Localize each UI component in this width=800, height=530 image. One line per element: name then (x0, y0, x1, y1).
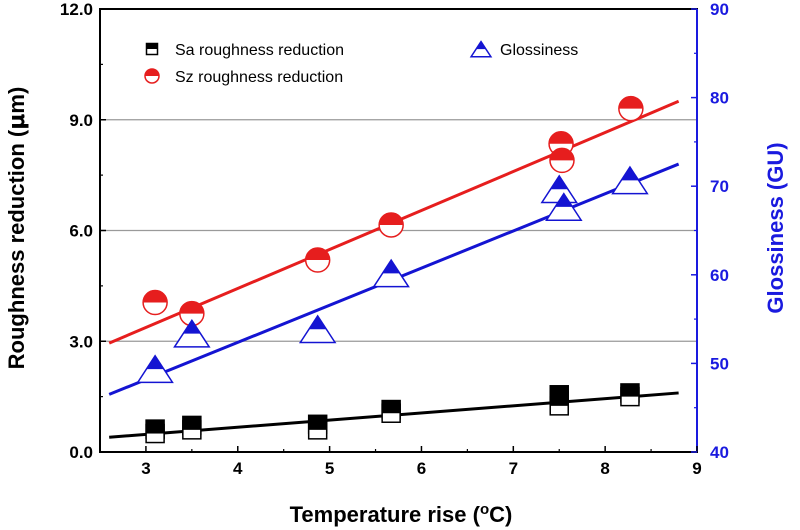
glossiness-point-fill (382, 260, 400, 274)
y2-tick-label: 50 (710, 354, 729, 373)
legend-label-sz: Sz roughness reduction (175, 69, 343, 86)
axis-ticks: 3 4 5 6 7 8 9 0.0 3.0 6.0 9.0 12.0 40 50 60 70 80 90 (60, 0, 729, 478)
sz-point-fill (549, 148, 574, 161)
sz-point-fill (179, 301, 204, 314)
x-tick-label: 5 (325, 459, 334, 478)
y2-tick-label: 40 (710, 443, 729, 462)
y-tick-label: 12.0 (60, 0, 93, 19)
x-tick-label: 8 (600, 459, 609, 478)
sa-point-fill (182, 420, 201, 430)
sa-point-fill (550, 396, 569, 406)
y2-axis-title: Glossiness (GU) (763, 142, 788, 313)
y-axis-title-main: Roughness reduction ( (4, 129, 29, 369)
x-tick-label: 9 (692, 459, 701, 478)
glossiness-point-fill (621, 167, 639, 181)
sz-point-fill (618, 96, 643, 109)
sa-point-fill (382, 404, 401, 414)
sz-point-fill (549, 131, 574, 144)
y-tick-label: 6.0 (69, 222, 93, 241)
x-axis-title-degree: o (480, 501, 489, 518)
data-markers (136, 95, 649, 444)
x-axis-title: Temperature rise (oC) (290, 501, 513, 527)
y-tick-label: 9.0 (69, 111, 93, 130)
glossiness-point-fill (550, 175, 568, 190)
sz-point-fill (305, 248, 330, 261)
x-tick-label: 6 (417, 459, 426, 478)
legend-marker-sa (145, 42, 159, 56)
sa-point-fill (308, 415, 327, 425)
legend: Sa roughness reduction Sz roughness redu… (144, 40, 578, 86)
sa-point-fill (146, 424, 165, 434)
y2-tick-label: 90 (710, 0, 729, 19)
y2-tick-label: 80 (710, 89, 729, 108)
x-tick-label: 4 (233, 459, 243, 478)
x-tick-label: 7 (509, 459, 518, 478)
y2-tick-label: 70 (710, 177, 729, 196)
sa-point-fill (308, 420, 327, 430)
y-axis-title: Roughness reduction (μm) (4, 87, 30, 370)
x-tick-label: 3 (141, 459, 150, 478)
glossiness-point-fill (555, 193, 573, 207)
glossiness-point-fill (183, 320, 201, 334)
y-tick-label: 0.0 (69, 443, 93, 462)
legend-label-glossiness: Glossiness (500, 42, 578, 59)
legend-label-sa: Sa roughness reduction (175, 42, 344, 59)
y-axis-title-unit: m) (4, 87, 29, 114)
sa-point-fill (620, 387, 639, 397)
y-tick-label: 3.0 (69, 332, 93, 351)
sz-point-fill (379, 212, 404, 225)
legend-marker-glossiness (469, 40, 493, 58)
y2-tick-label: 60 (710, 266, 729, 285)
glossiness-point-fill (308, 315, 327, 330)
sa-point-fill (550, 385, 569, 395)
legend-marker-sz (144, 68, 160, 84)
y-axis-title-mu: μ (5, 114, 30, 130)
sa-point-fill (550, 391, 569, 401)
x-axis-title-unit: C) (489, 502, 512, 527)
legend-triangle-fill (476, 41, 486, 50)
x-axis-title-main: Temperature rise ( (290, 502, 481, 527)
sz-point-fill (143, 290, 168, 303)
legend-square-fill (146, 43, 158, 49)
glossiness-point-fill (146, 355, 164, 370)
legend-circle-fill (145, 69, 159, 76)
